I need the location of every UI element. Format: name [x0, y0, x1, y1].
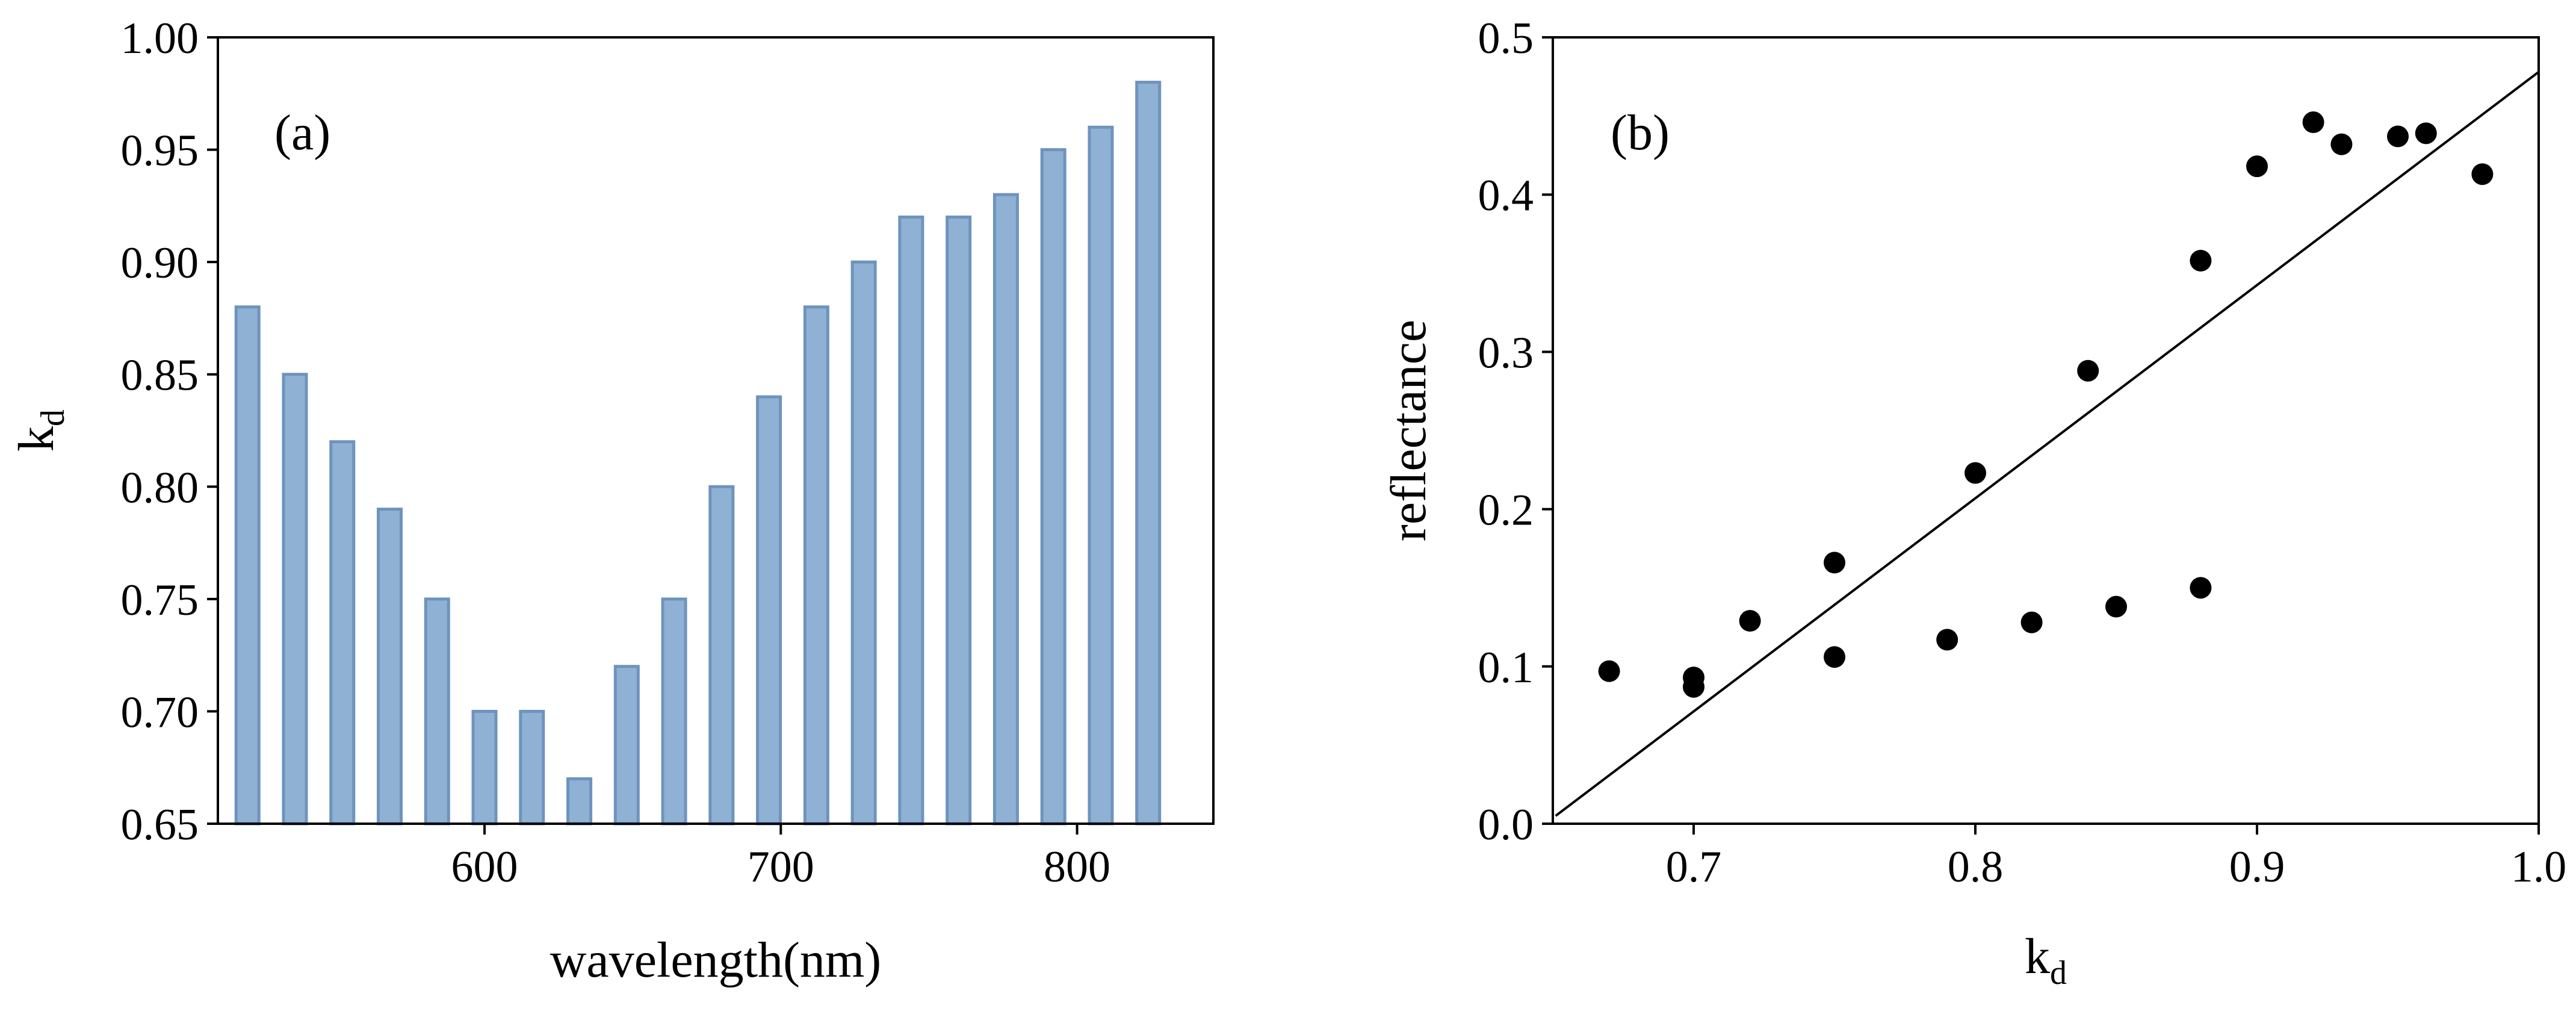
scatter-point: [1598, 660, 1620, 682]
bar-760: [946, 216, 972, 826]
panel-b-ticks: 0.0 0.1 0.2 0.3 0.4 0.5 0.7 0.8 0.9 1.0: [1478, 14, 2567, 892]
scatter-point: [2387, 125, 2409, 148]
scatter-point: [1683, 676, 1704, 698]
panel-a-y-axis-label-main: k: [8, 426, 64, 452]
bar-744: [898, 216, 924, 826]
scatter-point: [2190, 577, 2212, 599]
y-tick-label: 0.4: [1478, 171, 1534, 220]
bar-680: [708, 485, 735, 826]
bar-568: [377, 508, 403, 826]
scatter-point: [2302, 111, 2324, 134]
panel-b-points: [1598, 111, 2494, 698]
bar-552: [329, 440, 356, 826]
panel-b-x-axis-label-sub: d: [2050, 954, 2067, 992]
bar-664: [661, 597, 687, 826]
scatter-point: [2471, 163, 2494, 185]
bar-600: [471, 709, 498, 826]
panel-b-x-axis-label: kd: [2025, 928, 2067, 992]
scatter-point: [1965, 462, 1986, 484]
y-tick-label: 0.80: [121, 463, 199, 512]
panel-b-frame: [1552, 36, 2540, 825]
bar-520: [234, 305, 261, 826]
bar-776: [992, 193, 1019, 826]
bar-536: [282, 373, 308, 826]
y-tick-label: 0.3: [1478, 328, 1534, 378]
scatter-point: [2330, 133, 2353, 155]
y-tick-label: 0.0: [1478, 800, 1534, 850]
scatter-point: [2077, 359, 2099, 382]
panel-b-label: (b): [1611, 105, 1670, 161]
panel-a-label: (a): [274, 105, 330, 161]
panel-a-bars: [234, 81, 1162, 826]
x-tick-label: 0.7: [1666, 842, 1722, 892]
panel-a-bar-chart: 0.65 0.70 0.75 0.80 0.85 0.90 0.95 1.00 600 700 80…: [8, 14, 1215, 988]
scatter-point: [1936, 629, 1958, 651]
panel-a-x-axis-label: wavelength(nm): [550, 932, 881, 988]
x-tick-label: 1.0: [2511, 842, 2567, 892]
bar-632: [566, 777, 593, 826]
y-tick-label: 0.90: [121, 238, 199, 288]
y-tick-label: 0.5: [1478, 14, 1534, 63]
bar-696: [756, 395, 782, 826]
bar-616: [519, 709, 545, 826]
y-tick-label: 0.95: [121, 126, 199, 176]
y-tick-label: 0.65: [121, 800, 199, 850]
panel-b-fit-line: [1555, 70, 2540, 817]
y-tick-label: 0.85: [121, 351, 199, 400]
x-tick-label: 0.8: [1948, 842, 2004, 892]
scatter-point: [2415, 122, 2437, 145]
bar-808: [1088, 125, 1114, 826]
scatter-point: [1824, 646, 1845, 668]
panel-b-y-axis-label: reflectance: [1381, 320, 1437, 541]
x-tick-label: 0.9: [2229, 842, 2285, 892]
bar-584: [424, 597, 450, 826]
y-tick-label: 0.75: [121, 576, 199, 625]
scatter-point: [2190, 249, 2212, 272]
panel-a-y-axis-label-sub: d: [34, 409, 72, 426]
bar-648: [613, 665, 640, 826]
panel-a-frame: [217, 36, 1215, 825]
bar-728: [850, 260, 877, 826]
panel-a-ticks: 0.65 0.70 0.75 0.80 0.85 0.90 0.95 1.00 600 700 80…: [121, 14, 1111, 892]
x-tick-label: 600: [451, 842, 518, 892]
bar-824: [1135, 81, 1162, 826]
scatter-point: [1739, 610, 1761, 632]
y-tick-label: 1.00: [121, 14, 199, 63]
panel-b-x-axis-label-main: k: [2025, 928, 2050, 984]
y-tick-label: 0.1: [1478, 643, 1534, 692]
scatter-point: [1824, 552, 1845, 574]
x-tick-label: 700: [748, 842, 814, 892]
bar-712: [803, 305, 829, 826]
scatter-point: [2246, 155, 2268, 178]
bar-792: [1040, 148, 1067, 826]
scatter-point: [2020, 611, 2043, 633]
x-tick-label: 800: [1044, 842, 1110, 892]
scatter-point: [2105, 596, 2127, 618]
panel-a-y-axis-label: kd: [8, 409, 72, 452]
y-tick-label: 0.70: [121, 688, 199, 737]
y-tick-label: 0.2: [1478, 486, 1534, 535]
panel-b-scatter-plot: 0.0 0.1 0.2 0.3 0.4 0.5 0.7 0.8 0.9 1.0 (b) kd re…: [1381, 14, 2566, 992]
